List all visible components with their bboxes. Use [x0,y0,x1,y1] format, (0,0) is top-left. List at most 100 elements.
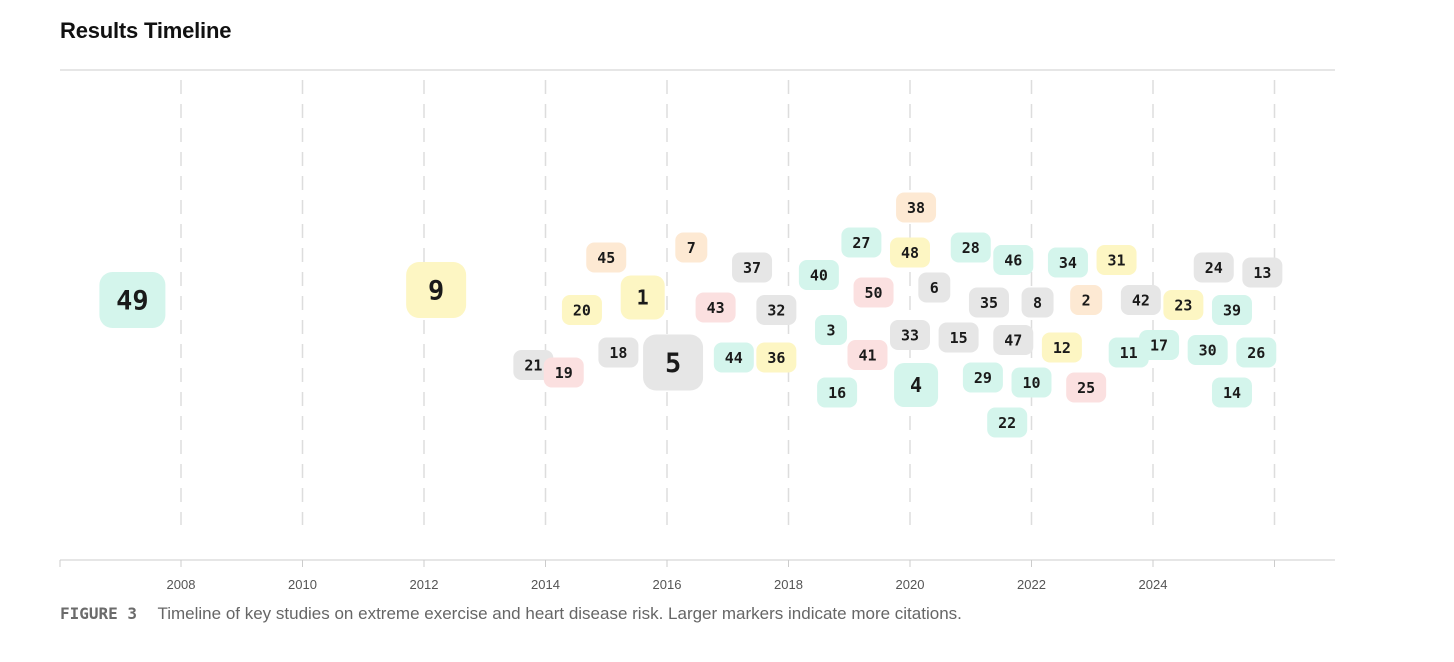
x-tick-label: 2020 [896,577,925,592]
study-marker [620,275,665,320]
study-marker-label: 16 [828,384,846,402]
study-marker-label: 44 [725,349,743,367]
study-marker [406,262,467,318]
study-marker [732,252,773,283]
study-marker [513,350,554,380]
study-marker [543,357,584,388]
study-marker [1187,335,1228,365]
study-marker-label: 12 [1053,339,1071,357]
study-marker-label: 27 [852,234,870,252]
x-tick-label: 2014 [531,577,560,592]
study-marker [1011,367,1052,398]
study-marker [968,287,1009,318]
study-marker-label: 33 [901,326,919,344]
study-marker [993,325,1034,355]
study-marker-label: 15 [950,329,968,347]
study-marker [894,363,939,407]
study-marker [561,295,602,325]
study-marker [598,337,639,368]
study-marker [1193,252,1234,283]
study-marker-label: 46 [1004,251,1022,269]
study-marker-label: 31 [1108,251,1126,269]
study-marker-label: 14 [1223,384,1241,402]
study-marker [1139,330,1180,360]
x-tick-label: 2022 [1017,577,1046,592]
study-marker [1047,247,1088,278]
study-marker-label: 9 [428,276,444,307]
study-marker [1242,257,1283,288]
study-marker-label: 34 [1059,254,1077,272]
study-marker [817,377,858,408]
figure-caption: FIGURE 3 Timeline of key studies on extr… [60,604,962,624]
study-marker-label: 1 [637,286,649,310]
figure-label: FIGURE 3 [60,604,138,623]
study-marker-label: 26 [1247,344,1265,362]
study-marker [853,277,894,308]
study-marker [962,362,1003,393]
study-marker [1120,285,1161,315]
study-marker-label: 30 [1199,341,1217,359]
study-marker-label: 17 [1150,336,1168,354]
study-marker [99,272,166,328]
x-tick-label: 2018 [774,577,803,592]
study-marker-label: 10 [1022,374,1040,392]
study-marker [1041,332,1082,363]
study-marker [798,260,839,290]
study-marker [1066,372,1107,403]
study-marker [890,320,930,350]
study-marker-label: 40 [810,266,828,284]
study-marker [1163,290,1204,320]
study-marker [890,237,930,268]
study-marker-label: 13 [1253,264,1271,282]
study-marker-label: 23 [1174,296,1192,314]
study-marker-label: 6 [930,279,939,297]
chart-title: Results Timeline [60,18,232,43]
study-marker [586,242,627,273]
study-marker [896,192,937,223]
study-marker [950,232,991,263]
study-marker [675,232,708,263]
study-marker [841,227,882,258]
study-marker-label: 29 [974,369,992,387]
study-marker-label: 3 [827,321,836,339]
study-marker [1070,285,1103,315]
study-marker-label: 4 [910,373,922,397]
study-marker-label: 35 [980,294,998,312]
study-marker-label: 8 [1033,294,1042,312]
study-marker-label: 45 [597,249,615,267]
study-marker-label: 22 [998,414,1016,432]
study-marker [713,342,754,373]
study-marker-label: 49 [116,286,149,317]
study-marker [1096,245,1137,275]
study-marker-label: 32 [767,301,785,319]
x-tick-label: 2010 [288,577,317,592]
study-marker [1108,337,1149,368]
study-marker [993,245,1034,275]
caption-text: Timeline of key studies on extreme exerc… [157,604,962,623]
study-marker-label: 36 [767,349,785,367]
study-marker-label: 43 [707,299,725,317]
study-marker-label: 25 [1077,379,1095,397]
study-marker-label: 18 [609,344,627,362]
study-marker-label: 5 [665,348,681,379]
study-marker [1211,295,1252,325]
study-marker-label: 24 [1205,259,1223,277]
study-marker-label: 21 [524,356,542,374]
x-tick-label: 2024 [1139,577,1168,592]
x-tick-label: 2016 [653,577,682,592]
study-marker [938,322,979,353]
study-marker [918,272,951,303]
study-marker-label: 28 [962,239,980,257]
study-marker-label: 11 [1120,344,1138,362]
study-marker [695,292,736,323]
study-marker-label: 20 [573,301,591,319]
study-marker-label: 37 [743,259,761,277]
study-marker-label: 7 [687,239,696,257]
study-marker-label: 47 [1004,331,1022,349]
study-marker [987,407,1028,438]
study-marker [815,315,848,345]
study-marker [643,334,704,391]
x-tick-label: 2012 [410,577,439,592]
study-marker [847,340,888,370]
